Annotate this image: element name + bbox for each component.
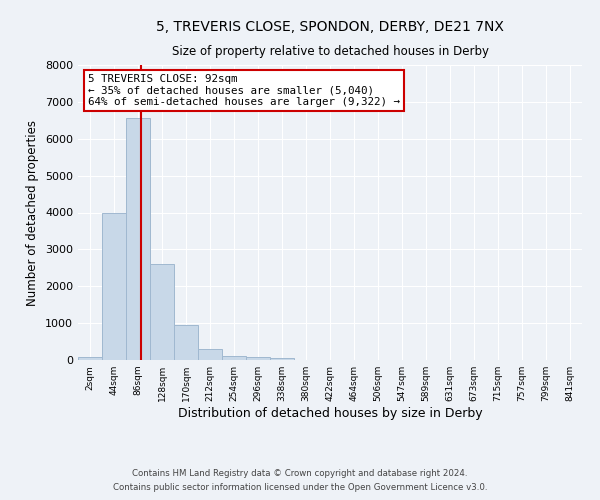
- Bar: [126, 118, 150, 360]
- Bar: [270, 358, 294, 360]
- Bar: [222, 356, 246, 360]
- X-axis label: Distribution of detached houses by size in Derby: Distribution of detached houses by size …: [178, 407, 482, 420]
- Text: Contains public sector information licensed under the Open Government Licence v3: Contains public sector information licen…: [113, 484, 487, 492]
- Bar: [198, 348, 222, 360]
- Bar: [246, 357, 270, 360]
- Text: 5 TREVERIS CLOSE: 92sqm
← 35% of detached houses are smaller (5,040)
64% of semi: 5 TREVERIS CLOSE: 92sqm ← 35% of detache…: [88, 74, 400, 107]
- Text: Size of property relative to detached houses in Derby: Size of property relative to detached ho…: [172, 45, 488, 58]
- Bar: [78, 357, 102, 360]
- Bar: [150, 264, 174, 360]
- Text: Contains HM Land Registry data © Crown copyright and database right 2024.: Contains HM Land Registry data © Crown c…: [132, 468, 468, 477]
- Bar: [174, 325, 198, 360]
- Y-axis label: Number of detached properties: Number of detached properties: [26, 120, 40, 306]
- Text: 5, TREVERIS CLOSE, SPONDON, DERBY, DE21 7NX: 5, TREVERIS CLOSE, SPONDON, DERBY, DE21 …: [156, 20, 504, 34]
- Bar: [102, 212, 126, 360]
